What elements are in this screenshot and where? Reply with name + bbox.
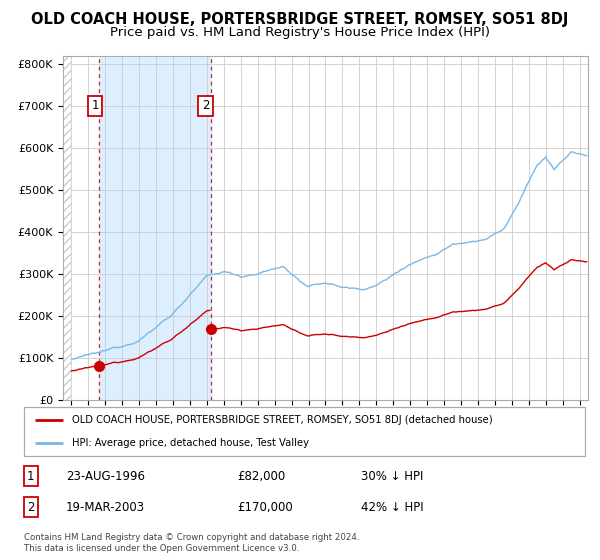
Text: OLD COACH HOUSE, PORTERSBRIDGE STREET, ROMSEY, SO51 8DJ (detached house): OLD COACH HOUSE, PORTERSBRIDGE STREET, R… [71, 416, 493, 426]
Text: Price paid vs. HM Land Registry's House Price Index (HPI): Price paid vs. HM Land Registry's House … [110, 26, 490, 39]
Text: £82,000: £82,000 [237, 470, 286, 483]
Text: OLD COACH HOUSE, PORTERSBRIDGE STREET, ROMSEY, SO51 8DJ: OLD COACH HOUSE, PORTERSBRIDGE STREET, R… [31, 12, 569, 27]
Text: 2: 2 [27, 501, 34, 514]
FancyBboxPatch shape [24, 407, 585, 456]
Text: 1: 1 [27, 470, 34, 483]
Text: £170,000: £170,000 [237, 501, 293, 514]
Text: 30% ↓ HPI: 30% ↓ HPI [361, 470, 423, 483]
Text: 1: 1 [91, 100, 99, 113]
Text: 23-AUG-1996: 23-AUG-1996 [66, 470, 145, 483]
Bar [63, 56, 71, 400]
Text: 19-MAR-2003: 19-MAR-2003 [66, 501, 145, 514]
Bar [100, 56, 211, 400]
Text: 2: 2 [202, 100, 209, 113]
Text: Contains HM Land Registry data © Crown copyright and database right 2024.
This d: Contains HM Land Registry data © Crown c… [24, 533, 359, 553]
Text: HPI: Average price, detached house, Test Valley: HPI: Average price, detached house, Test… [71, 438, 308, 448]
Text: 42% ↓ HPI: 42% ↓ HPI [361, 501, 423, 514]
Bar [63, 56, 71, 400]
